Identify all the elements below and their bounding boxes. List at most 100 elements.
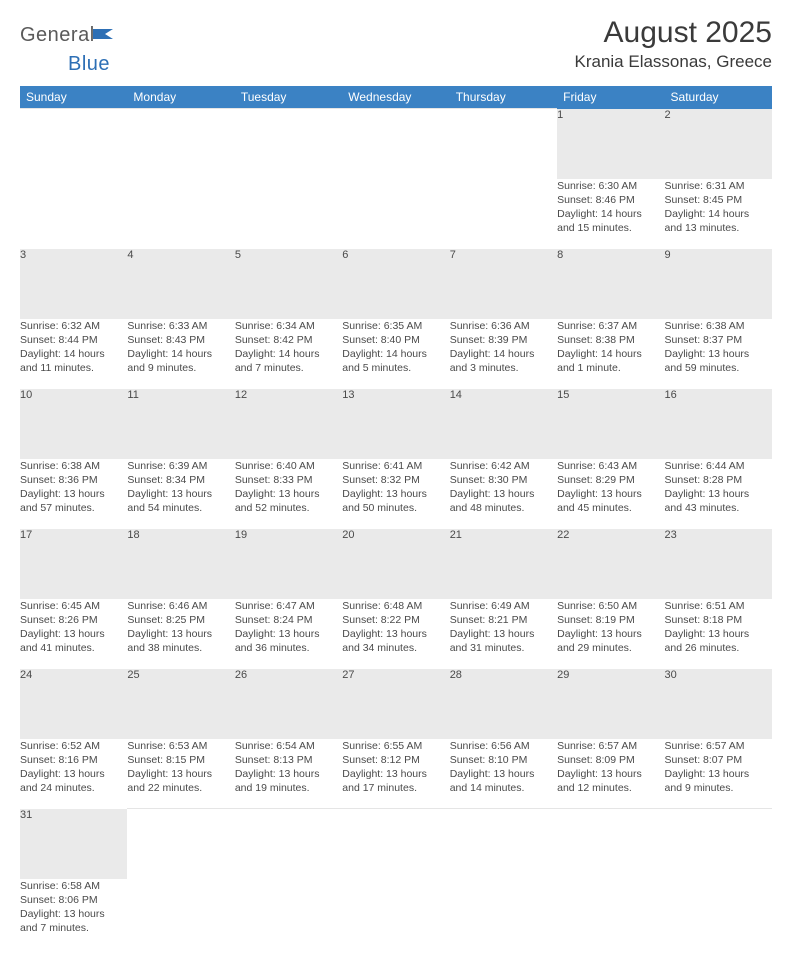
- logo-word1: General: [20, 24, 95, 46]
- sunset-text: Sunset: 8:12 PM: [342, 753, 449, 767]
- sunrise-text: Sunrise: 6:54 AM: [235, 739, 342, 753]
- day-detail-cell: Sunrise: 6:49 AMSunset: 8:21 PMDaylight:…: [450, 599, 557, 669]
- week-daynum-row: 3456789: [20, 249, 772, 319]
- daylight-text: Daylight: 13 hours: [342, 487, 449, 501]
- day-detail-cell: Sunrise: 6:42 AMSunset: 8:30 PMDaylight:…: [450, 459, 557, 529]
- sunrise-text: Sunrise: 6:49 AM: [450, 599, 557, 613]
- daylight-text: Daylight: 14 hours: [450, 347, 557, 361]
- day-number-cell: [342, 109, 449, 179]
- sunrise-text: Sunrise: 6:44 AM: [665, 459, 772, 473]
- week-detail-row: Sunrise: 6:58 AMSunset: 8:06 PMDaylight:…: [20, 879, 772, 949]
- daylight-text: Daylight: 14 hours: [127, 347, 234, 361]
- daylight-text: and 17 minutes.: [342, 781, 449, 795]
- day-number-cell: 11: [127, 389, 234, 459]
- daylight-text: Daylight: 14 hours: [557, 207, 664, 221]
- week-daynum-row: 12: [20, 109, 772, 179]
- sunrise-text: Sunrise: 6:42 AM: [450, 459, 557, 473]
- daylight-text: Daylight: 14 hours: [342, 347, 449, 361]
- sunrise-text: Sunrise: 6:43 AM: [557, 459, 664, 473]
- day-number-cell: 4: [127, 249, 234, 319]
- week-daynum-row: 10111213141516: [20, 389, 772, 459]
- day-detail-cell: Sunrise: 6:36 AMSunset: 8:39 PMDaylight:…: [450, 319, 557, 389]
- sunrise-text: Sunrise: 6:32 AM: [20, 319, 127, 333]
- day-number-cell: 26: [235, 669, 342, 739]
- day-detail-cell: [342, 179, 449, 249]
- sunset-text: Sunset: 8:07 PM: [665, 753, 772, 767]
- sunrise-text: Sunrise: 6:56 AM: [450, 739, 557, 753]
- page-title: August 2025: [575, 16, 773, 50]
- day-detail-cell: Sunrise: 6:55 AMSunset: 8:12 PMDaylight:…: [342, 739, 449, 809]
- sunset-text: Sunset: 8:10 PM: [450, 753, 557, 767]
- day-detail-cell: Sunrise: 6:44 AMSunset: 8:28 PMDaylight:…: [665, 459, 772, 529]
- calendar-table: Sunday Monday Tuesday Wednesday Thursday…: [20, 86, 772, 949]
- day-number-cell: [557, 809, 664, 879]
- daylight-text: and 22 minutes.: [127, 781, 234, 795]
- sunrise-text: Sunrise: 6:36 AM: [450, 319, 557, 333]
- day-number-cell: 9: [665, 249, 772, 319]
- day-detail-cell: Sunrise: 6:54 AMSunset: 8:13 PMDaylight:…: [235, 739, 342, 809]
- sunset-text: Sunset: 8:46 PM: [557, 193, 664, 207]
- logo-text: GeneralBlue: [20, 24, 115, 76]
- daylight-text: and 31 minutes.: [450, 641, 557, 655]
- calendar-body: 12 Sunrise: 6:30 AMSunset: 8:46 PMDaylig…: [20, 109, 772, 949]
- daylight-text: Daylight: 13 hours: [127, 627, 234, 641]
- day-number-cell: 29: [557, 669, 664, 739]
- weekday-header-row: Sunday Monday Tuesday Wednesday Thursday…: [20, 86, 772, 109]
- day-detail-cell: Sunrise: 6:38 AMSunset: 8:37 PMDaylight:…: [665, 319, 772, 389]
- day-detail-cell: [450, 179, 557, 249]
- week-detail-row: Sunrise: 6:30 AMSunset: 8:46 PMDaylight:…: [20, 179, 772, 249]
- day-number-cell: [127, 809, 234, 879]
- week-detail-row: Sunrise: 6:38 AMSunset: 8:36 PMDaylight:…: [20, 459, 772, 529]
- daylight-text: and 38 minutes.: [127, 641, 234, 655]
- day-number-cell: 3: [20, 249, 127, 319]
- sunset-text: Sunset: 8:40 PM: [342, 333, 449, 347]
- day-number-cell: [450, 809, 557, 879]
- sunset-text: Sunset: 8:38 PM: [557, 333, 664, 347]
- day-number-cell: [235, 809, 342, 879]
- day-number-cell: [342, 809, 449, 879]
- daylight-text: and 26 minutes.: [665, 641, 772, 655]
- daylight-text: Daylight: 13 hours: [235, 487, 342, 501]
- day-detail-cell: Sunrise: 6:30 AMSunset: 8:46 PMDaylight:…: [557, 179, 664, 249]
- day-detail-cell: Sunrise: 6:52 AMSunset: 8:16 PMDaylight:…: [20, 739, 127, 809]
- sunrise-text: Sunrise: 6:50 AM: [557, 599, 664, 613]
- daylight-text: Daylight: 13 hours: [20, 627, 127, 641]
- sunrise-text: Sunrise: 6:33 AM: [127, 319, 234, 333]
- day-number-cell: 24: [20, 669, 127, 739]
- day-number-cell: [235, 109, 342, 179]
- day-detail-cell: Sunrise: 6:41 AMSunset: 8:32 PMDaylight:…: [342, 459, 449, 529]
- day-detail-cell: Sunrise: 6:58 AMSunset: 8:06 PMDaylight:…: [20, 879, 127, 949]
- daylight-text: and 52 minutes.: [235, 501, 342, 515]
- sunset-text: Sunset: 8:22 PM: [342, 613, 449, 627]
- day-number-cell: 18: [127, 529, 234, 599]
- title-block: August 2025 Krania Elassonas, Greece: [575, 16, 773, 72]
- day-number-cell: 27: [342, 669, 449, 739]
- daylight-text: and 9 minutes.: [665, 781, 772, 795]
- location-label: Krania Elassonas, Greece: [575, 52, 773, 72]
- daylight-text: and 14 minutes.: [450, 781, 557, 795]
- day-detail-cell: [20, 179, 127, 249]
- daylight-text: and 24 minutes.: [20, 781, 127, 795]
- weekday-header: Thursday: [450, 86, 557, 109]
- week-detail-row: Sunrise: 6:52 AMSunset: 8:16 PMDaylight:…: [20, 739, 772, 809]
- day-number-cell: 5: [235, 249, 342, 319]
- day-detail-cell: Sunrise: 6:56 AMSunset: 8:10 PMDaylight:…: [450, 739, 557, 809]
- sunset-text: Sunset: 8:32 PM: [342, 473, 449, 487]
- day-number-cell: 12: [235, 389, 342, 459]
- day-number-cell: 22: [557, 529, 664, 599]
- daylight-text: Daylight: 13 hours: [127, 487, 234, 501]
- daylight-text: Daylight: 13 hours: [20, 487, 127, 501]
- daylight-text: Daylight: 13 hours: [450, 767, 557, 781]
- day-number-cell: 28: [450, 669, 557, 739]
- daylight-text: Daylight: 14 hours: [235, 347, 342, 361]
- day-detail-cell: Sunrise: 6:34 AMSunset: 8:42 PMDaylight:…: [235, 319, 342, 389]
- sunrise-text: Sunrise: 6:35 AM: [342, 319, 449, 333]
- sunset-text: Sunset: 8:24 PM: [235, 613, 342, 627]
- daylight-text: Daylight: 13 hours: [127, 767, 234, 781]
- daylight-text: Daylight: 13 hours: [665, 767, 772, 781]
- day-detail-cell: Sunrise: 6:40 AMSunset: 8:33 PMDaylight:…: [235, 459, 342, 529]
- day-detail-cell: [342, 879, 449, 949]
- day-number-cell: 1: [557, 109, 664, 179]
- daylight-text: Daylight: 13 hours: [342, 627, 449, 641]
- sunrise-text: Sunrise: 6:57 AM: [557, 739, 664, 753]
